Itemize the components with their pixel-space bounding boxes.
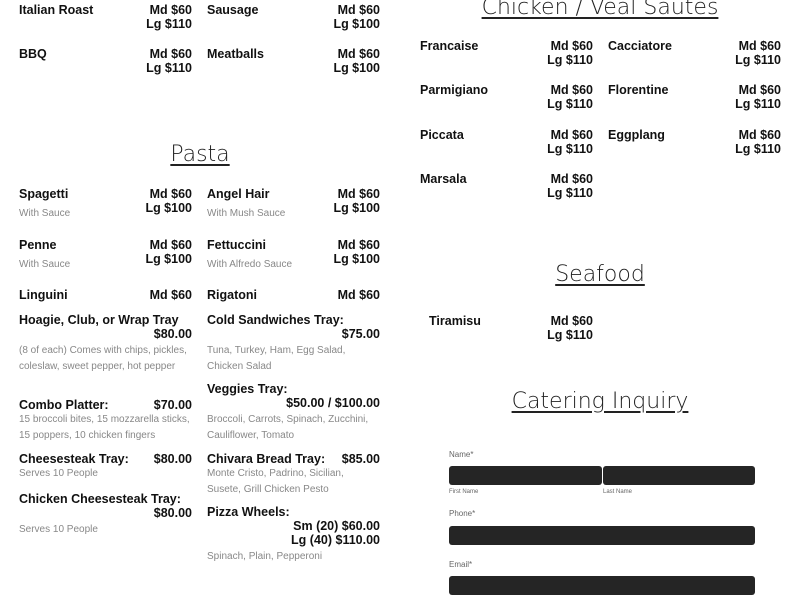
- tray-description: Spinach, Plain, Pepperoni: [207, 551, 323, 562]
- phone-input[interactable]: [449, 526, 755, 545]
- item-name: Fettuccini: [207, 238, 267, 252]
- item-name: Meatballs: [207, 47, 264, 61]
- tray-name: Pizza Wheels:: [207, 505, 290, 519]
- email-label: Email*: [449, 560, 473, 569]
- item-price-lg: Lg $110: [547, 186, 593, 200]
- item-price-lg: Lg $110: [547, 142, 593, 156]
- tray-price: $80.00: [153, 452, 192, 466]
- item-price-lg: Lg $100: [333, 252, 380, 266]
- item-price-md: Md $60: [550, 172, 593, 186]
- item-name: Angel Hair: [207, 187, 270, 201]
- item-price-md: Md $60: [550, 83, 593, 97]
- item-price-lg: Lg $100: [145, 201, 192, 215]
- last-name-sublabel: Last Name: [603, 489, 633, 495]
- tray-price: $80.00: [153, 506, 192, 520]
- item-description: With Mush Sauce: [207, 208, 286, 219]
- tray-name: Chicken Cheesesteak Tray:: [19, 492, 181, 506]
- item-price-md: Md $60: [337, 187, 380, 201]
- email-input[interactable]: [449, 576, 755, 595]
- tray-description: Serves 10 People: [19, 524, 98, 535]
- item-price-md: Md $60: [738, 83, 781, 97]
- item-price-md: Md $60: [149, 3, 192, 17]
- item-price-lg: Lg $110: [547, 53, 593, 67]
- item-name: BBQ: [19, 47, 47, 61]
- tray-description: Serves 10 People: [19, 468, 98, 479]
- tray-price: $70.00: [153, 398, 192, 412]
- item-price-lg: Lg $100: [333, 201, 380, 215]
- item-price-md: Md $60: [337, 47, 380, 61]
- item-price-md: Md $60: [149, 238, 192, 252]
- tray-name: Combo Platter:: [19, 398, 109, 412]
- tray-description: (8 of each) Comes with chips, pickles, c…: [19, 345, 187, 372]
- item-name: Eggplang: [608, 128, 665, 142]
- tray-name: Veggies Tray:: [207, 382, 288, 396]
- catering-heading: Catering Inquiry: [511, 389, 689, 414]
- item-price-lg: Lg $100: [333, 61, 380, 75]
- item-price-md: Md $60: [337, 238, 380, 252]
- item-name: Francaise: [420, 39, 479, 53]
- item-price-lg: Lg $110: [735, 53, 781, 67]
- item-price-md: Md $60: [149, 47, 192, 61]
- last-name-input[interactable]: [603, 466, 755, 485]
- tray-name: Cold Sandwiches Tray:: [207, 313, 344, 327]
- tray-price: $85.00: [341, 452, 380, 466]
- item-name: Sausage: [207, 3, 259, 17]
- item-price-md: Md $60: [738, 128, 781, 142]
- tray-description: Broccoli, Carrots, Spinach, Zucchini, Ca…: [207, 414, 369, 441]
- item-price-lg: Lg $100: [333, 17, 380, 31]
- first-name-sublabel: First Name: [449, 489, 479, 495]
- item-price-md: Md $60: [550, 314, 593, 328]
- item-price-lg: Lg $110: [735, 97, 781, 111]
- item-description: With Sauce: [19, 208, 71, 219]
- item-name: Parmigiano: [420, 83, 489, 97]
- first-name-input[interactable]: [449, 466, 602, 485]
- tray-name: Hoagie, Club, or Wrap Tray: [19, 313, 179, 327]
- item-price-lg: Lg $110: [547, 328, 593, 342]
- item-price-lg: Lg $110: [547, 97, 593, 111]
- item-description: With Alfredo Sauce: [207, 259, 293, 270]
- tray-price-2: Lg (40) $110.00: [291, 533, 380, 547]
- pasta-heading: Pasta: [170, 142, 230, 167]
- tray-description: Tuna, Turkey, Ham, Egg Salad, Chicken Sa…: [207, 345, 346, 372]
- item-name: Piccata: [420, 128, 464, 142]
- tray-price: Sm (20) $60.00: [293, 519, 380, 533]
- sautes-heading: Chicken / Veal Sautes: [481, 0, 719, 20]
- seafood-heading: Seafood: [555, 262, 645, 287]
- item-name: Rigatoni: [207, 288, 257, 302]
- item-name: Penne: [19, 238, 57, 252]
- item-name: Spagetti: [19, 187, 69, 201]
- item-price-lg: Lg $100: [145, 252, 192, 266]
- item-name: Florentine: [608, 83, 669, 97]
- item-price-lg: Lg $110: [735, 142, 781, 156]
- item-price-md: Md $60: [550, 128, 593, 142]
- item-price-md: Md $60: [337, 3, 380, 17]
- item-name: Tiramisu: [429, 314, 481, 328]
- tray-price: $75.00: [341, 327, 380, 341]
- item-description: With Sauce: [19, 259, 71, 270]
- item-price-md: Md $60: [149, 288, 192, 302]
- tray-name: Cheesesteak Tray:: [19, 452, 129, 466]
- item-name: Linguini: [19, 288, 68, 302]
- item-price-md: Md $60: [550, 39, 593, 53]
- item-name: Marsala: [420, 172, 467, 186]
- item-name: Cacciatore: [608, 39, 672, 53]
- item-price-md: Md $60: [149, 187, 192, 201]
- item-price-md: Md $60: [738, 39, 781, 53]
- tray-price: $80.00: [153, 327, 192, 341]
- item-price-lg: Lg $110: [146, 61, 192, 75]
- item-price-md: Md $60: [337, 288, 380, 302]
- item-price-lg: Lg $110: [146, 17, 192, 31]
- tray-price: $50.00 / $100.00: [286, 396, 380, 410]
- tray-name: Chivara Bread Tray:: [207, 452, 326, 466]
- tray-description: Monte Cristo, Padrino, Sicilian, Susete,…: [207, 468, 344, 495]
- tray-description: 15 broccoli bites, 15 mozzarella sticks,…: [19, 414, 190, 441]
- item-name: Italian Roast: [19, 3, 94, 17]
- phone-label: Phone*: [449, 509, 476, 518]
- name-label: Name*: [449, 450, 474, 459]
